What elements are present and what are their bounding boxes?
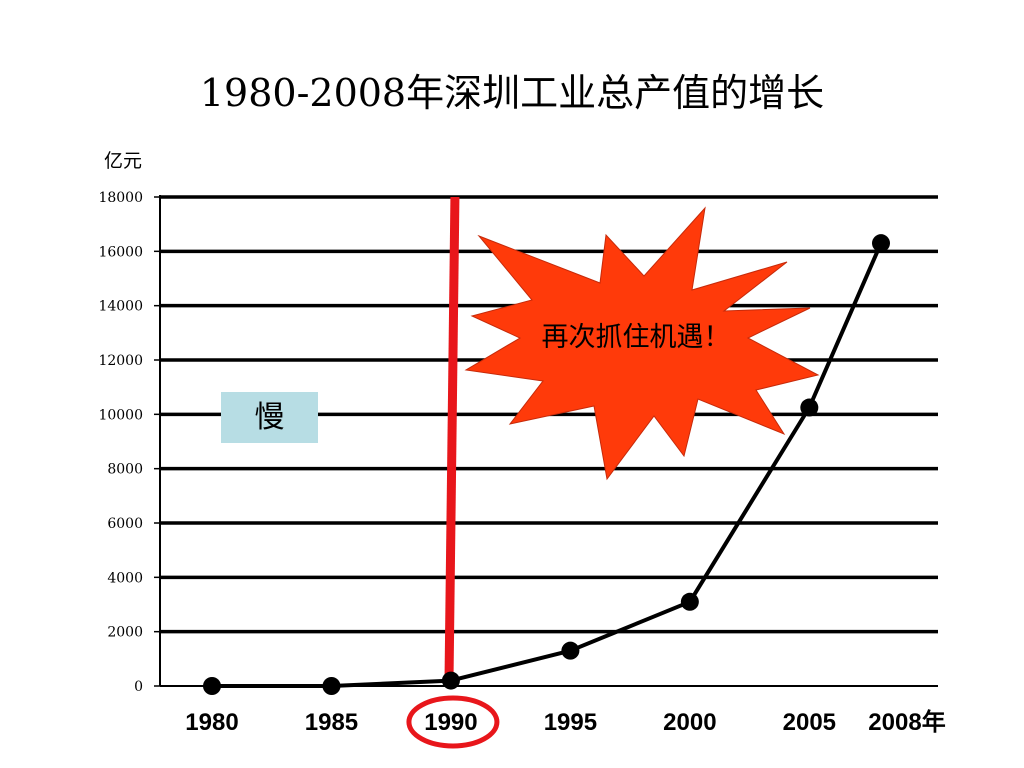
chart-title: 1980-2008年深圳工业总产值的增长 — [199, 71, 825, 115]
highlight-ellipse — [406, 695, 500, 749]
data-point — [680, 592, 699, 611]
x-tick-label: 1985 — [305, 709, 358, 736]
data-point — [322, 677, 341, 695]
y-tick-label: 0 — [134, 679, 143, 695]
data-point — [561, 641, 580, 660]
highlight-layer — [406, 196, 500, 749]
series-layer — [203, 234, 890, 695]
burst-label: 再次抓住机遇！ — [542, 322, 731, 353]
starburst-shape — [464, 206, 820, 481]
y-tick-label: 10000 — [98, 407, 143, 423]
y-tick-labels: 0 2000 4000 6000 8000 10000 12000 14000 16000 180… — [98, 190, 143, 695]
y-axis-unit-label: 亿元 — [104, 150, 143, 172]
x-tick-label: 2005 — [783, 709, 836, 736]
highlight-vertical-line — [444, 196, 460, 687]
y-tick-label: 4000 — [107, 570, 143, 586]
y-tick-label: 14000 — [98, 299, 143, 315]
y-tick-label: 6000 — [107, 516, 143, 532]
data-point — [203, 677, 221, 695]
slow-annotation: 慢 — [221, 392, 318, 443]
y-tick-label: 8000 — [107, 462, 143, 478]
x-tick-label: 2008年 — [868, 708, 945, 736]
y-tick-label: 2000 — [107, 625, 143, 641]
y-tick-label: 18000 — [98, 190, 143, 206]
y-tick-label: 12000 — [98, 353, 143, 369]
data-point — [800, 398, 819, 417]
x-tick-label: 1980 — [185, 709, 238, 736]
x-tick-label: 1995 — [544, 709, 597, 736]
burst-callout: 再次抓住机遇！ — [464, 206, 820, 481]
data-point — [441, 671, 460, 690]
y-tick-label: 16000 — [98, 244, 143, 260]
data-point — [872, 234, 890, 253]
x-tick-labels: 1980 1985 1990 1995 2000 2005 2008年 — [185, 708, 945, 736]
x-tick-label: 2000 — [663, 709, 716, 736]
x-tick-label: 1990 — [424, 709, 477, 736]
